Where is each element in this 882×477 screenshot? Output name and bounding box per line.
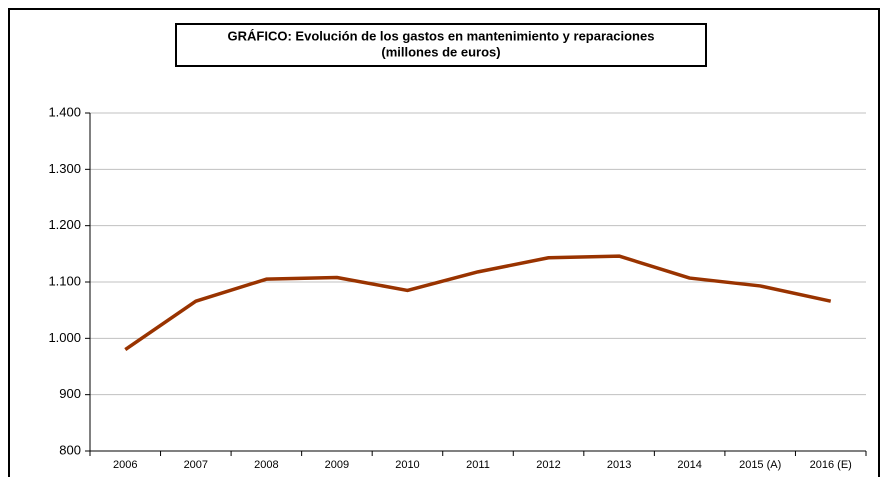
y-tick-label: 1.300: [48, 161, 81, 176]
y-tick-label: 900: [59, 386, 81, 401]
title-box: [175, 23, 707, 67]
y-tick-label: 1.100: [48, 273, 81, 288]
x-tick-label: 2008: [254, 459, 278, 471]
y-tick-label: 1.400: [48, 104, 81, 119]
chart-frame: [8, 8, 880, 477]
x-tick-label: 2012: [536, 459, 560, 471]
x-tick-label: 2014: [677, 459, 701, 471]
chart-title: GRÁFICO: Evolución de los gastos en mant…: [228, 28, 655, 43]
x-tick-label: 2013: [607, 459, 631, 471]
x-tick-label: 2006: [113, 459, 137, 471]
x-tick-label: 2007: [184, 459, 208, 471]
y-tick-label: 1.200: [48, 217, 81, 232]
y-tick-label: 800: [59, 442, 81, 457]
x-tick-label: 2009: [325, 459, 349, 471]
x-tick-label: 2016 (E): [810, 459, 852, 471]
x-tick-label: 2015 (A): [739, 459, 781, 471]
y-tick-label: 1.000: [48, 330, 81, 345]
chart-subtitle: (millones de euros): [381, 44, 500, 59]
line-series: [124, 254, 832, 352]
x-tick-label: 2010: [395, 459, 419, 471]
x-tick-label: 2011: [466, 459, 490, 471]
